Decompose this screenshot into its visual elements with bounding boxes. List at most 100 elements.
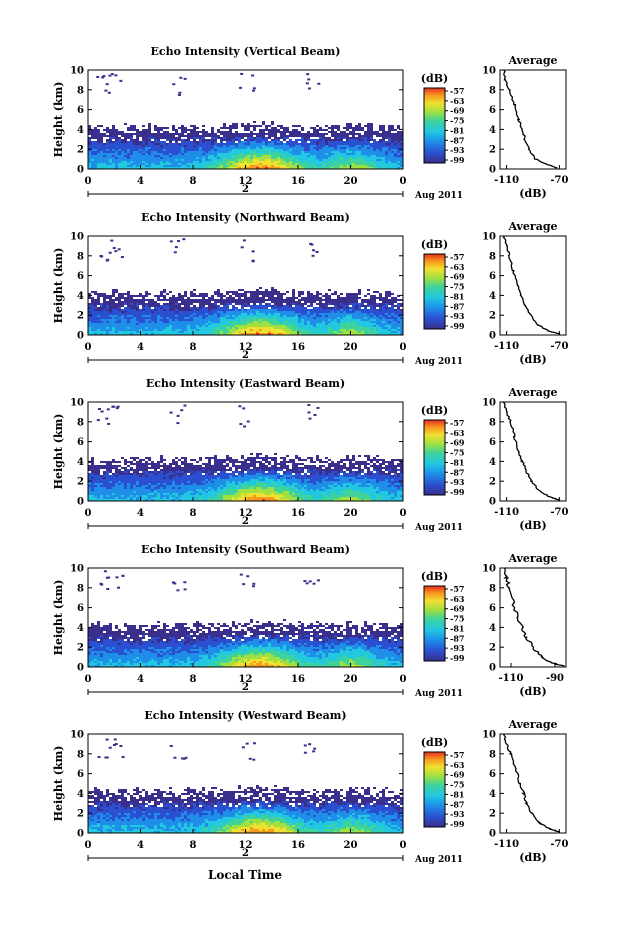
heatmap-cell (199, 165, 202, 167)
heatmap-cell (172, 325, 175, 327)
heatmap-cell (244, 127, 247, 129)
heatmap-cell (229, 149, 232, 151)
heatmap-cell (391, 125, 394, 127)
heatmap-cell (160, 157, 163, 159)
heatmap-cell (181, 475, 184, 477)
heatmap-cell (148, 475, 151, 477)
heatmap-cell (178, 489, 181, 491)
heatmap-cell (142, 137, 145, 139)
heatmap-cell (175, 149, 178, 151)
heatmap-cell (160, 491, 163, 493)
heatmap-cell (175, 153, 178, 155)
heatmap-cell (247, 129, 250, 131)
heatmap-cell (343, 315, 346, 317)
heatmap-cell (316, 155, 319, 157)
heatmap-cell (385, 309, 388, 311)
heatmap-cell (145, 313, 148, 315)
heatmap-cell (259, 147, 262, 149)
heatmap-cell (178, 311, 181, 313)
heatmap-cell (262, 153, 265, 155)
heatmap-cell (283, 293, 286, 295)
heatmap-cell (307, 135, 310, 137)
heatmap-cell (328, 131, 331, 133)
heatmap-cell (328, 149, 331, 151)
heatmap-cell (247, 301, 250, 303)
heatmap-cell (298, 139, 301, 141)
heatmap-cell (193, 153, 196, 155)
heatmap-cell (334, 321, 337, 323)
heatmap-cell (355, 167, 358, 169)
heatmap-cell (361, 301, 364, 303)
heatmap-cell (154, 329, 157, 331)
heatmap-cell (337, 141, 340, 143)
heatmap-cell (121, 329, 124, 331)
heatmap-cell (196, 307, 199, 309)
heatmap-cell (169, 327, 172, 329)
heatmap-cell (91, 137, 94, 139)
heatmap-cell (337, 331, 340, 333)
heatmap-cell (313, 323, 316, 325)
heatmap-cell (199, 149, 202, 151)
heatmap-cell (313, 157, 316, 159)
heatmap-cell (202, 141, 205, 143)
heatmap-cell (244, 149, 247, 151)
heatmap-cell (124, 483, 127, 485)
heatmap-cell (163, 493, 166, 495)
heatmap-cell (97, 477, 100, 479)
heatmap-cell (154, 163, 157, 165)
heatmap-cell (355, 317, 358, 319)
heatmap-cell (316, 161, 319, 163)
heatmap-cell (250, 295, 253, 297)
heatmap-cell (121, 149, 124, 151)
heatmap-cell (184, 331, 187, 333)
heatmap-cell (373, 331, 376, 333)
heatmap-cell (379, 161, 382, 163)
heatmap-cell (169, 317, 172, 319)
heatmap-cell (136, 295, 139, 297)
heatmap-cell (178, 157, 181, 159)
heatmap-cell (139, 475, 142, 477)
heatmap-cell (241, 303, 244, 305)
heatmap-cell (208, 133, 211, 135)
heatmap-cell (355, 125, 358, 127)
heatmap-cell (310, 323, 313, 325)
heatmap-cell (172, 497, 175, 499)
heatmap-cell (109, 315, 112, 317)
heatmap-cell (100, 491, 103, 493)
heatmap-cell (313, 161, 316, 163)
heatmap-cell (106, 165, 109, 167)
heatmap-cell (259, 125, 262, 127)
heatmap-cell (271, 323, 274, 325)
heatmap-cell (223, 153, 226, 155)
heatmap-cell (145, 147, 148, 149)
heatmap-cell (106, 157, 109, 159)
heatmap-cell (301, 327, 304, 329)
heatmap-cell (106, 309, 109, 311)
heatmap-cell (358, 151, 361, 153)
heatmap-cell (130, 297, 133, 299)
heatmap-cell (163, 167, 166, 169)
heatmap-cell (400, 143, 403, 145)
heatmap-cell (280, 293, 283, 295)
heatmap-cell (115, 299, 118, 301)
heatmap-cell (256, 329, 259, 331)
heatmap-cell (355, 305, 358, 307)
heatmap-cell (136, 305, 139, 307)
heatmap-cell (232, 299, 235, 301)
heatmap-cell (196, 167, 199, 169)
heatmap-cell (337, 157, 340, 159)
heatmap-cell (139, 495, 142, 497)
heatmap-cell (175, 499, 178, 501)
heatmap-cell (301, 149, 304, 151)
heatmap-cell (193, 125, 196, 127)
heatmap-cell (328, 333, 331, 335)
heatmap-cell (397, 295, 400, 297)
heatmap-cell (280, 319, 283, 321)
heatmap-cell (379, 165, 382, 167)
heatmap-cell (145, 145, 148, 147)
heatmap-cell (94, 141, 97, 143)
heatmap-cell (319, 299, 322, 301)
heatmap-cell (259, 135, 262, 137)
heatmap-cell (301, 293, 304, 295)
heatmap-cell (388, 143, 391, 145)
